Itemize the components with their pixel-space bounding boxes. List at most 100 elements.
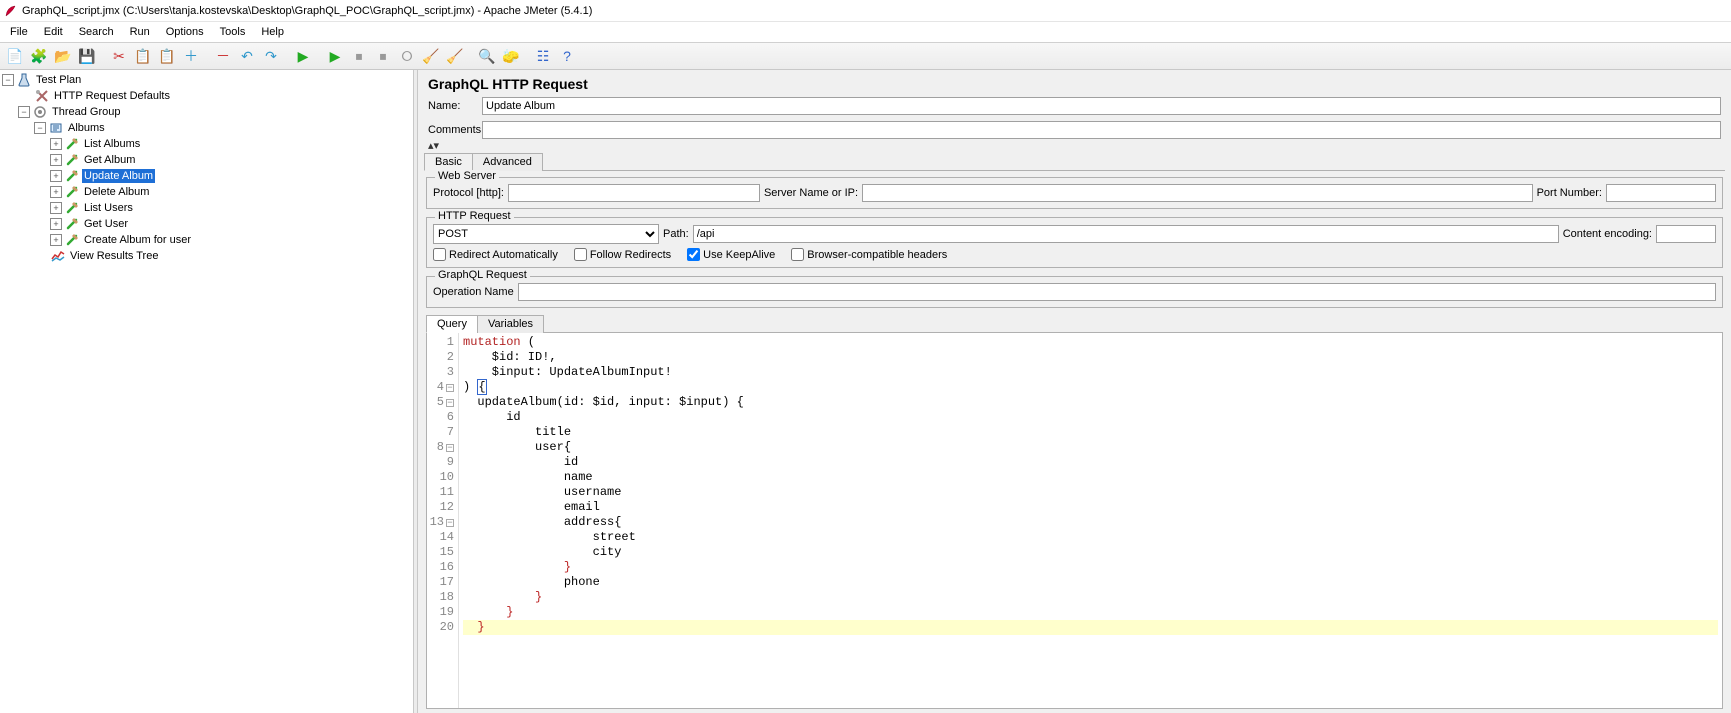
tree-item[interactable]: Get User (82, 217, 130, 231)
remove-icon[interactable]: － (212, 45, 234, 67)
function-helper-icon[interactable]: ☷ (532, 45, 554, 67)
protocol-label: Protocol [http]: (433, 187, 504, 199)
copy-icon[interactable]: 📋 (132, 45, 154, 67)
server-input[interactable] (862, 184, 1533, 202)
code-line[interactable]: title (463, 425, 1718, 440)
tree-item[interactable]: List Users (82, 201, 135, 215)
tree-item[interactable]: Albums (66, 121, 107, 135)
http-request-legend: HTTP Request (435, 210, 514, 222)
tree-item[interactable]: Delete Album (82, 185, 151, 199)
reset-search-icon[interactable]: 🧽 (500, 45, 522, 67)
tree-item[interactable]: HTTP Request Defaults (52, 89, 172, 103)
comments-input[interactable] (482, 121, 1721, 139)
search-icon[interactable]: 🔍 (476, 45, 498, 67)
new-icon[interactable]: 📄 (4, 45, 26, 67)
start-notimers-icon[interactable]: ▶ (324, 45, 346, 67)
start-icon[interactable]: ▶ (292, 45, 314, 67)
tab-basic[interactable]: Basic (424, 153, 473, 171)
http-request-group: HTTP Request POSTGETPUTDELETEPATCHOPTION… (426, 217, 1723, 268)
menu-file[interactable]: File (2, 24, 36, 40)
menu-run[interactable]: Run (122, 24, 158, 40)
tree-item[interactable]: Thread Group (50, 105, 122, 119)
encoding-input[interactable] (1656, 225, 1716, 243)
toolbar: 📄🧩📂💾✂📋📋＋－↶↷▶▶⏹⏹⭘🧹🧹🔍🧽☷? (0, 42, 1731, 70)
undo-icon[interactable]: ↶ (236, 45, 258, 67)
open-icon[interactable]: 📂 (52, 45, 74, 67)
tab-query[interactable]: Query (426, 315, 478, 333)
menu-search[interactable]: Search (71, 24, 122, 40)
line-number: 18 (427, 590, 454, 605)
code-line[interactable]: street (463, 530, 1718, 545)
add-icon[interactable]: ＋ (180, 45, 202, 67)
redo-icon[interactable]: ↷ (260, 45, 282, 67)
cut-icon[interactable]: ✂ (108, 45, 130, 67)
tree-expander[interactable]: + (50, 138, 62, 150)
help-icon[interactable]: ? (556, 45, 578, 67)
code-line[interactable]: id (463, 455, 1718, 470)
tab-advanced[interactable]: Advanced (472, 153, 543, 171)
opname-input[interactable] (518, 283, 1716, 301)
tree-expander[interactable]: + (50, 186, 62, 198)
code-line[interactable]: } (463, 605, 1718, 620)
tree-item[interactable]: List Albums (82, 137, 142, 151)
collapse-handle[interactable]: ▴▾ (418, 142, 1731, 148)
paste-icon[interactable]: 📋 (156, 45, 178, 67)
tree-item[interactable]: Get Album (82, 153, 137, 167)
clear-icon[interactable]: 🧹 (420, 45, 442, 67)
tree-expander[interactable]: − (34, 122, 46, 134)
line-number: 14 (427, 530, 454, 545)
clear-all-icon[interactable]: 🧹 (444, 45, 466, 67)
code-line[interactable]: username (463, 485, 1718, 500)
shutdown-icon[interactable]: ⏹ (372, 45, 394, 67)
stop-icon[interactable]: ⏹ (348, 45, 370, 67)
code-line[interactable]: name (463, 470, 1718, 485)
code-line[interactable]: user{ (463, 440, 1718, 455)
save-icon[interactable]: 💾 (76, 45, 98, 67)
code-line[interactable]: phone (463, 575, 1718, 590)
code-line[interactable]: } (463, 560, 1718, 575)
path-input[interactable] (693, 225, 1559, 243)
menu-options[interactable]: Options (158, 24, 212, 40)
name-input[interactable] (482, 97, 1721, 115)
method-select[interactable]: POSTGETPUTDELETEPATCHOPTIONSHEAD (433, 224, 659, 244)
tree-item[interactable]: View Results Tree (68, 249, 160, 263)
code-line[interactable]: address{ (463, 515, 1718, 530)
tree-expander[interactable]: − (2, 74, 14, 86)
code-line[interactable]: city (463, 545, 1718, 560)
tree-item[interactable]: Test Plan (34, 73, 83, 87)
code-line[interactable]: $id: ID!, (463, 350, 1718, 365)
code-area[interactable]: mutation ( $id: ID!, $input: UpdateAlbum… (459, 333, 1722, 708)
tree-item[interactable]: Update Album (82, 169, 155, 183)
code-line[interactable]: updateAlbum(id: $id, input: $input) { (463, 395, 1718, 410)
menu-help[interactable]: Help (253, 24, 292, 40)
code-line[interactable]: $input: UpdateAlbumInput! (463, 365, 1718, 380)
protocol-input[interactable] (508, 184, 760, 202)
code-line[interactable]: ) { (463, 380, 1718, 395)
query-editor[interactable]: 1234−5−678−910111213−14151617181920 muta… (426, 333, 1723, 709)
menu-tools[interactable]: Tools (212, 24, 254, 40)
follow-redirects-checkbox[interactable] (574, 248, 587, 261)
menu-edit[interactable]: Edit (36, 24, 71, 40)
code-line[interactable]: } (463, 620, 1718, 635)
tree-expander[interactable]: + (50, 202, 62, 214)
tree-expander[interactable]: + (50, 234, 62, 246)
redirect-auto-checkbox[interactable] (433, 248, 446, 261)
browser-compat-checkbox[interactable] (791, 248, 804, 261)
code-line[interactable]: } (463, 590, 1718, 605)
tree-pane: −Test PlanHTTP Request Defaults−Thread G… (0, 70, 414, 713)
templates-icon[interactable]: 🧩 (28, 45, 50, 67)
code-line[interactable]: id (463, 410, 1718, 425)
line-number: 13− (427, 515, 454, 530)
tree-expander[interactable]: + (50, 170, 62, 182)
tree-item[interactable]: Create Album for user (82, 233, 193, 247)
code-line[interactable]: mutation ( (463, 335, 1718, 350)
port-input[interactable] (1606, 184, 1716, 202)
toggle-icon[interactable]: ⭘ (396, 45, 418, 67)
code-line[interactable]: email (463, 500, 1718, 515)
tab-variables[interactable]: Variables (477, 315, 544, 333)
tree-expander[interactable]: + (50, 154, 62, 166)
keepalive-checkbox[interactable] (687, 248, 700, 261)
tree-expander[interactable]: + (50, 218, 62, 230)
results-tree-icon (50, 249, 66, 263)
tree-expander[interactable]: − (18, 106, 30, 118)
